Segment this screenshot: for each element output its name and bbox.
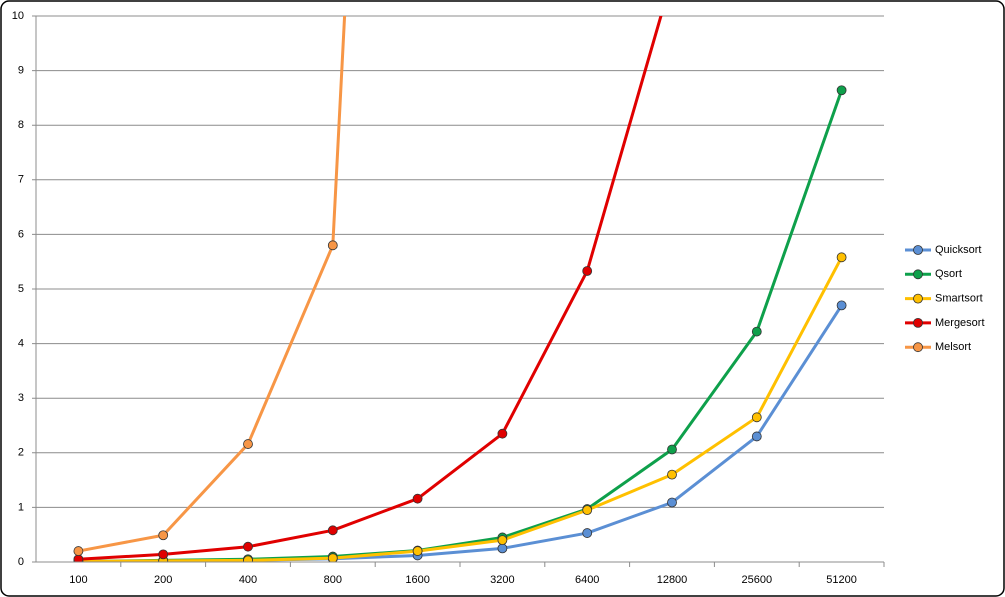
x-tick-label: 100: [69, 574, 87, 586]
legend-marker: [913, 317, 923, 328]
y-tick-label: 5: [18, 283, 24, 295]
point: [243, 541, 253, 552]
point: [73, 546, 84, 556]
y-tick-label: 7: [18, 174, 24, 186]
point: [582, 528, 593, 538]
series-line: [78, 256, 843, 562]
y-tick-label: 9: [18, 65, 24, 77]
point: [158, 549, 169, 560]
y-tick-label: 6: [18, 228, 24, 240]
y-tick-label: 1: [18, 501, 24, 513]
point: [158, 530, 169, 541]
x-tick-label: 51200: [826, 574, 857, 586]
x-tick-label: 25600: [742, 574, 773, 586]
legend-label: Melsort: [935, 341, 971, 353]
x-tick-label: 1600: [405, 574, 429, 586]
point: [497, 535, 508, 546]
point: [751, 431, 762, 442]
y-tick-label: 10: [12, 10, 24, 22]
plot-area: [73, 16, 847, 562]
point: [412, 546, 423, 556]
point: [243, 555, 253, 562]
point: [327, 525, 338, 536]
x-tick-label: 800: [324, 574, 342, 586]
y-tick-label: 8: [18, 119, 24, 131]
legend-marker: [913, 269, 923, 280]
point: [582, 266, 593, 276]
point: [243, 439, 253, 449]
point: [751, 412, 762, 423]
y-tick-label: 4: [18, 338, 24, 350]
point: [836, 300, 847, 311]
x-tick-label: 6400: [575, 574, 599, 586]
y-tick-label: 3: [18, 392, 24, 404]
legend-marker: [913, 245, 923, 255]
legend-label: Smartsort: [935, 293, 983, 305]
point: [836, 85, 847, 96]
point: [667, 497, 677, 508]
x-tick-label: 400: [239, 574, 257, 586]
point: [327, 240, 338, 251]
x-tick-label: 200: [154, 574, 172, 586]
point: [582, 505, 593, 516]
legend-label: Mergesort: [935, 317, 985, 329]
point: [497, 543, 508, 554]
y-tick-label: 2: [18, 447, 24, 459]
point: [667, 444, 677, 455]
series-line: [78, 16, 663, 561]
legend-label: Qsort: [935, 268, 962, 280]
legend-label: Quicksort: [935, 244, 981, 256]
point: [497, 428, 508, 439]
legend-marker: [913, 293, 923, 304]
point: [667, 469, 677, 480]
point: [836, 252, 847, 263]
point: [327, 553, 338, 562]
point: [751, 326, 762, 337]
legend-marker: [913, 342, 923, 353]
y-tick-label: 0: [18, 556, 24, 568]
point: [412, 493, 423, 504]
x-tick-label: 3200: [490, 574, 514, 586]
x-tick-label: 12800: [657, 574, 688, 586]
